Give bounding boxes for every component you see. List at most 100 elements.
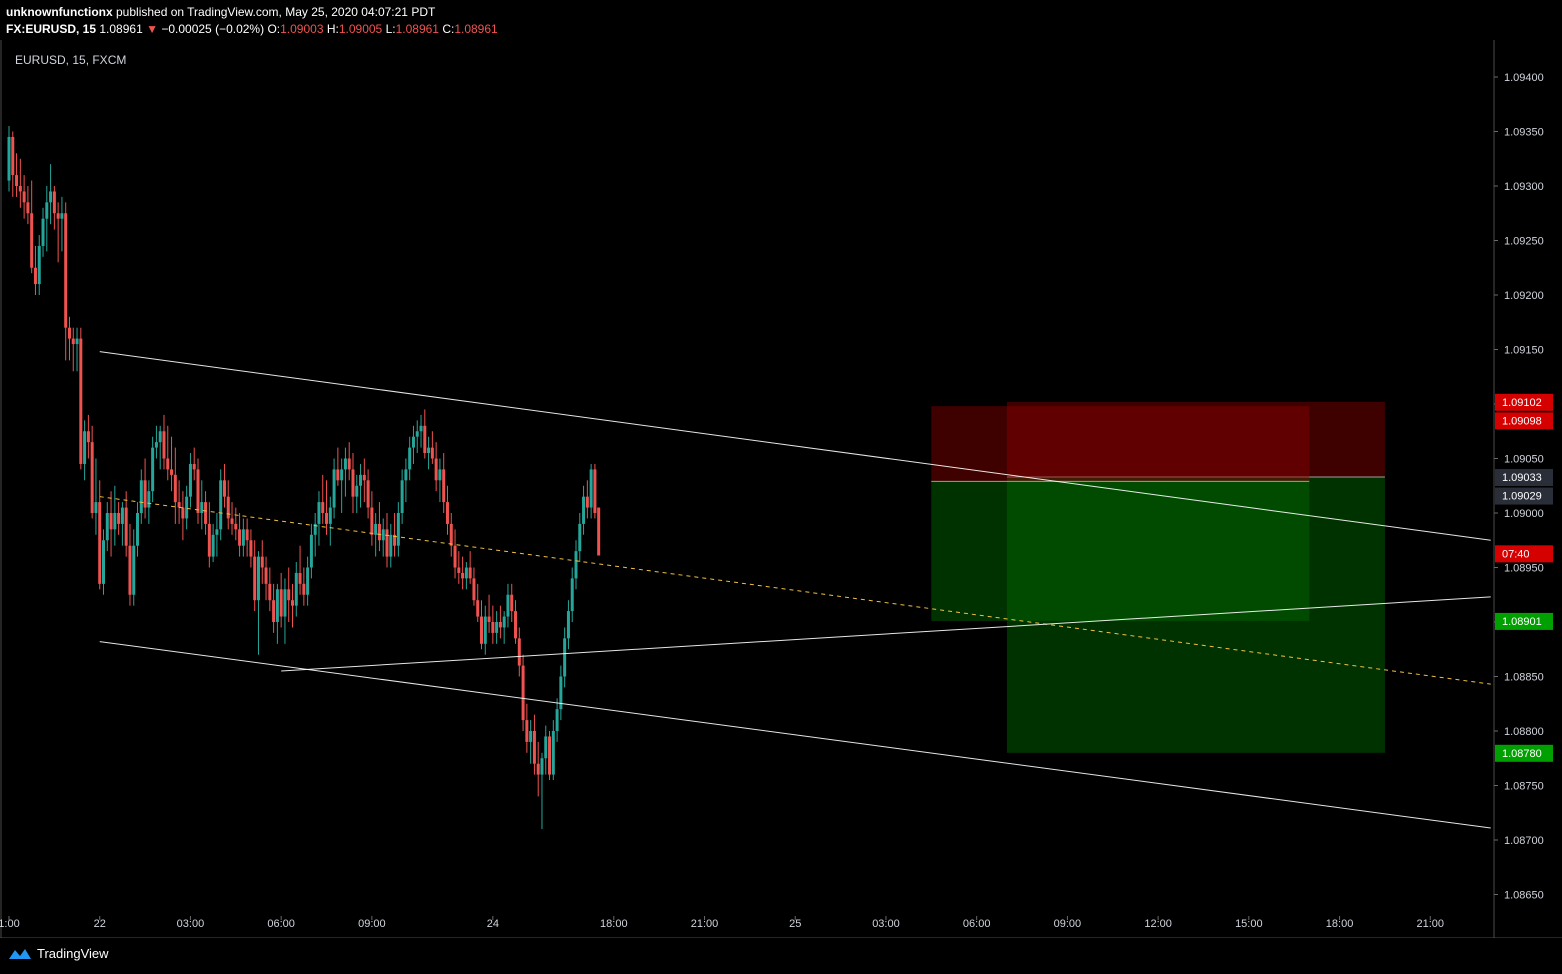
- candle-body: [332, 469, 336, 508]
- last-price: 1.08961: [99, 22, 143, 36]
- candle-body: [570, 578, 574, 612]
- brand-name: TradingView: [37, 946, 109, 961]
- candle-body: [109, 513, 113, 530]
- candle-body: [291, 600, 294, 606]
- position-inner-target-zone[interactable]: [931, 481, 1310, 621]
- candle-body: [427, 447, 431, 454]
- price-tick-label: 1.08850: [1504, 672, 1544, 684]
- candle-body: [283, 589, 287, 617]
- candle-body: [442, 469, 446, 503]
- candle-body: [453, 545, 457, 568]
- candle-body: [457, 567, 461, 573]
- time-tick-label: 03:00: [872, 918, 900, 930]
- candle-body: [298, 572, 302, 584]
- candle-body: [177, 502, 181, 508]
- candle-body: [491, 622, 495, 633]
- candle-body: [124, 507, 128, 546]
- price-tick-label: 1.09400: [1504, 72, 1544, 84]
- symbol-label: FX:EURUSD, 15: [6, 22, 97, 36]
- candle-body: [529, 731, 533, 742]
- candle-body: [154, 442, 158, 448]
- candle-body: [226, 496, 230, 519]
- open-label: O:: [267, 22, 281, 36]
- candle-body: [7, 136, 11, 181]
- candle-body: [37, 245, 41, 285]
- price-tick-label: 1.09300: [1504, 181, 1544, 193]
- candle-body: [249, 540, 253, 557]
- close-value: 1.08961: [454, 22, 498, 36]
- time-tick-label: 09:00: [358, 918, 386, 930]
- candle-body: [313, 523, 317, 535]
- price-chart[interactable]: 1.09400 1.09350 1.09300 1.09250 1.09200 1.091…: [0, 40, 1562, 938]
- tradingview-brand[interactable]: TradingView: [8, 946, 109, 961]
- candle-body: [551, 731, 555, 775]
- author-name[interactable]: unknownfunctionx: [6, 5, 113, 19]
- candle-body: [517, 638, 521, 666]
- candle-body: [64, 213, 68, 328]
- candle-body: [22, 191, 26, 203]
- candle-body: [495, 622, 499, 633]
- time-tick-label: 21:00: [691, 918, 719, 930]
- price-tick-label: 1.09200: [1504, 290, 1544, 302]
- candle-body: [181, 507, 185, 519]
- candle-body: [430, 447, 434, 459]
- candle-body: [408, 447, 412, 470]
- support-trendline-line[interactable]: [281, 596, 1491, 672]
- candle-body: [328, 507, 332, 524]
- price-tick-label: 1.08700: [1504, 835, 1544, 847]
- candle-body: [105, 513, 109, 541]
- candle-body: [540, 758, 544, 775]
- candle-body: [423, 425, 427, 454]
- candle-body: [60, 213, 64, 219]
- candle-body: [510, 594, 514, 612]
- candle-body: [544, 736, 548, 759]
- candle-body: [585, 496, 589, 508]
- candle-body: [498, 622, 502, 628]
- candle-body: [374, 523, 378, 535]
- candle-body: [272, 600, 276, 622]
- price-tag-label: 1.08780: [1502, 748, 1542, 760]
- candle-body: [120, 507, 124, 524]
- candle-body: [514, 611, 518, 639]
- candle-body: [476, 600, 480, 617]
- channel-midline-line[interactable]: [99, 496, 1491, 685]
- price-tag: [1495, 487, 1553, 505]
- candle-body: [67, 327, 71, 339]
- candle-body: [188, 463, 192, 497]
- candle-body: [200, 502, 204, 513]
- candle-body: [279, 589, 283, 617]
- candle-body: [325, 513, 329, 524]
- price-tag-label: 1.09033: [1502, 472, 1542, 484]
- channel-lower-line[interactable]: [99, 641, 1491, 829]
- time-tick-label: 18:00: [1326, 918, 1354, 930]
- candle-body: [275, 589, 279, 622]
- candle-body: [230, 518, 234, 524]
- candle-body: [393, 534, 397, 546]
- price-tag: [1495, 744, 1553, 762]
- candle-body: [487, 616, 491, 622]
- candle-body: [98, 502, 102, 584]
- price-tag-label: 1.08901: [1502, 616, 1542, 628]
- candle-body: [30, 213, 34, 268]
- candle-body: [128, 545, 132, 595]
- candle-body: [15, 175, 19, 186]
- candle-body: [347, 458, 351, 470]
- price-tick-label: 1.09350: [1504, 127, 1544, 139]
- candle-body: [472, 578, 476, 601]
- position-inner-stop-zone[interactable]: [931, 406, 1310, 482]
- candle-body: [563, 638, 567, 677]
- price-tick-label: 1.08800: [1504, 726, 1544, 738]
- candle-body: [234, 523, 238, 530]
- candle-body: [449, 523, 453, 546]
- candle-body: [56, 213, 60, 219]
- time-tick-label: 06:00: [963, 918, 991, 930]
- candle-body: [222, 480, 226, 497]
- candle-body: [366, 480, 370, 508]
- time-tick-label: 15:00: [1235, 918, 1263, 930]
- position-outer-stop-zone[interactable]: [1006, 401, 1385, 478]
- price-tag: [1495, 393, 1553, 411]
- price-tag-label: 1.09098: [1502, 415, 1542, 427]
- channel-upper-line[interactable]: [99, 351, 1491, 541]
- candle-body: [589, 469, 593, 508]
- down-arrow-icon: ▼: [146, 22, 158, 36]
